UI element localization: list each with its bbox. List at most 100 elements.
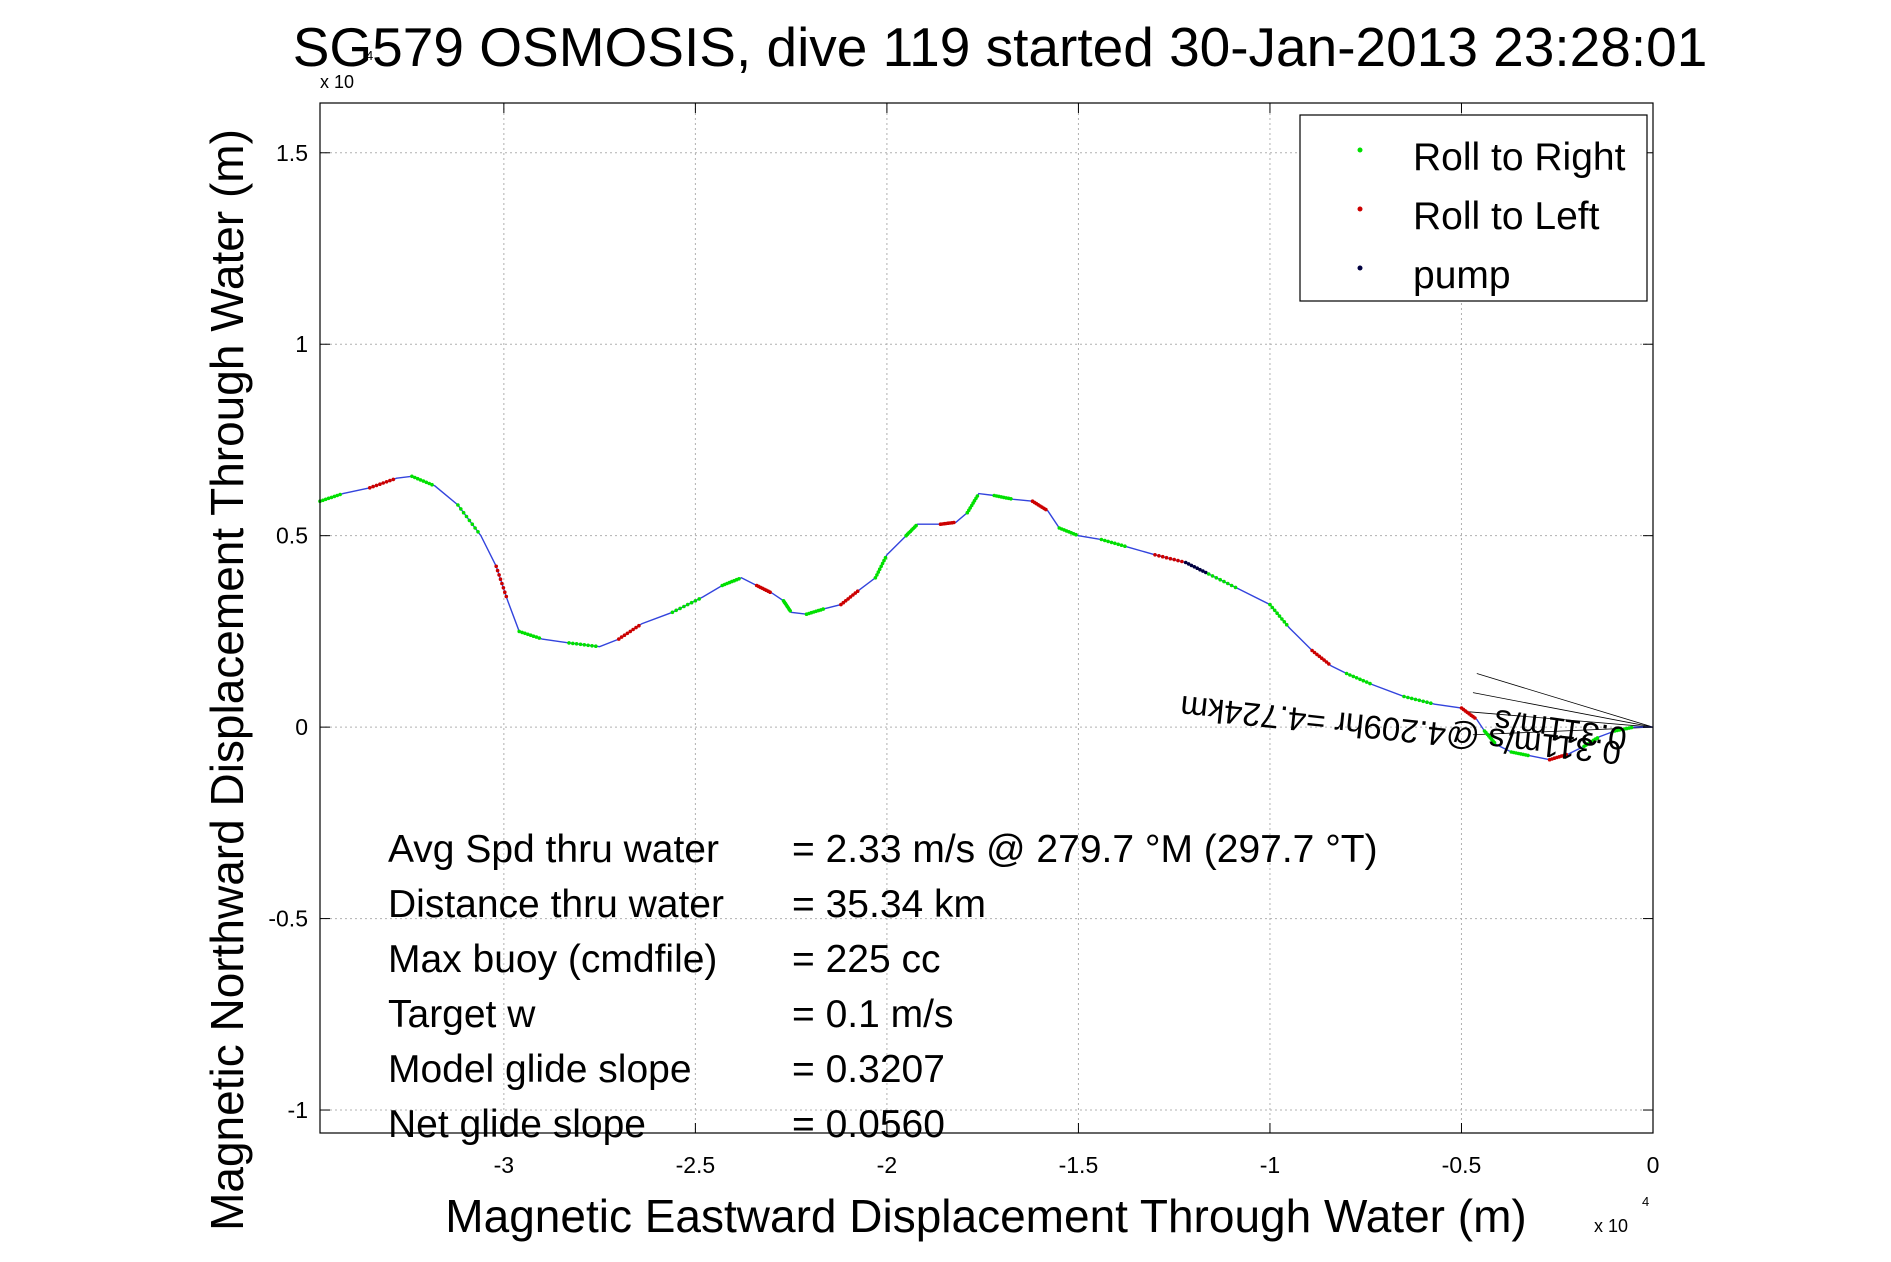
roll-marker <box>326 496 331 501</box>
depth-average-line <box>1476 673 1654 728</box>
x-exponent-power: 4 <box>1642 1194 1649 1209</box>
roll-marker <box>1526 753 1530 758</box>
roll-marker <box>1280 617 1284 621</box>
roll-marker <box>523 631 527 636</box>
roll-marker <box>1160 554 1165 559</box>
roll-marker <box>1119 543 1124 547</box>
roll-marker <box>1275 611 1279 615</box>
roll-marker <box>1409 696 1414 701</box>
roll-marker <box>418 478 423 482</box>
x-tick-label: -3 <box>494 1152 514 1178</box>
roll-marker <box>497 573 501 577</box>
roll-marker <box>1157 554 1161 558</box>
roll-marker <box>1204 570 1208 575</box>
roll-marker <box>975 494 980 498</box>
roll-marker <box>1074 532 1078 537</box>
roll-marker <box>1176 558 1180 563</box>
roll-marker <box>1417 698 1422 703</box>
roll-marker <box>1344 671 1349 676</box>
roll-marker <box>503 590 507 594</box>
y-exponent-power: 4 <box>366 48 373 63</box>
roll-marker <box>631 627 635 632</box>
roll-marker <box>520 630 524 635</box>
stat-label-model-glide: Model glide slope <box>388 1048 692 1091</box>
roll-marker <box>619 635 624 639</box>
roll-marker <box>500 581 504 586</box>
roll-marker <box>1195 566 1199 570</box>
roll-marker <box>415 476 420 481</box>
axis-ticks: -3 -2.5 -2 -1.5 -1 -0.5 0 -1 -0.5 0 0.5 1 1.5 <box>268 103 1659 1178</box>
roll-marker <box>504 594 509 599</box>
roll-marker <box>1351 674 1356 679</box>
stat-value-net-glide: = 0.0560 <box>792 1103 945 1146</box>
roll-marker <box>697 597 701 601</box>
roll-marker <box>1595 736 1600 740</box>
roll-marker <box>670 610 675 615</box>
roll-marker <box>853 591 858 595</box>
roll-marker <box>1268 602 1272 607</box>
depth-average-line <box>1472 692 1654 728</box>
roll-marker <box>1629 725 1634 730</box>
roll-marker <box>1425 700 1429 704</box>
roll-marker <box>1189 563 1194 568</box>
roll-marker <box>1348 673 1352 677</box>
roll-marker <box>1364 680 1369 684</box>
roll-marker <box>1153 553 1157 557</box>
roll-marker <box>625 631 630 636</box>
y-exponent-base: x 10 <box>320 72 354 92</box>
roll-marker <box>1206 572 1211 576</box>
roll-marker <box>335 493 340 498</box>
roll-marker <box>517 629 521 634</box>
roll-markers <box>318 474 1634 762</box>
roll-marker <box>879 564 883 569</box>
y-tick-label: -0.5 <box>268 906 308 932</box>
roll-marker <box>622 633 627 637</box>
roll-marker <box>473 526 477 530</box>
roll-marker <box>427 481 432 486</box>
roll-marker <box>590 644 594 648</box>
roll-marker <box>381 481 386 485</box>
legend-marker-pump <box>1357 265 1363 271</box>
y-axis-label: Magnetic Northward Displacement Through … <box>201 129 253 1231</box>
roll-marker <box>1270 605 1275 610</box>
roll-marker <box>467 518 472 523</box>
roll-marker <box>470 522 475 526</box>
x-tick-label: -2 <box>877 1152 897 1178</box>
roll-marker <box>1044 507 1048 512</box>
roll-marker <box>1103 538 1107 543</box>
roll-marker <box>1172 557 1176 562</box>
roll-marker <box>461 510 466 515</box>
roll-marker <box>689 600 694 605</box>
roll-marker <box>321 498 325 503</box>
roll-marker <box>574 642 579 646</box>
y-tick-label: 1 <box>295 331 308 357</box>
x-exponent-base: x 10 <box>1594 1216 1628 1236</box>
roll-marker <box>1282 620 1287 624</box>
stat-value-max-buoy: = 225 cc <box>792 938 941 981</box>
x-exponent: x 10 4 <box>1594 1194 1649 1236</box>
roll-marker <box>374 483 379 488</box>
roll-marker <box>952 520 956 525</box>
roll-marker <box>1361 678 1366 683</box>
roll-marker <box>494 564 499 569</box>
roll-marker <box>1123 544 1127 548</box>
stat-label-avg-speed: Avg Spd thru water <box>388 828 719 871</box>
roll-marker <box>1402 694 1406 699</box>
roll-marker <box>839 602 843 607</box>
roll-marker <box>338 492 342 497</box>
roll-marker <box>456 503 460 507</box>
roll-marker <box>323 497 328 502</box>
roll-marker <box>1233 585 1238 590</box>
y-tick-label: 0 <box>295 714 308 740</box>
roll-marker <box>495 568 500 573</box>
roll-marker <box>768 590 772 594</box>
roll-marker <box>880 561 885 566</box>
roll-marker <box>1222 579 1226 584</box>
roll-marker <box>1168 556 1173 561</box>
y-tick-label: -1 <box>288 1097 308 1123</box>
roll-marker <box>855 589 860 593</box>
roll-marker <box>464 514 469 519</box>
roll-marker <box>1183 560 1188 565</box>
x-axis-label: Magnetic Eastward Displacement Through W… <box>445 1190 1526 1242</box>
